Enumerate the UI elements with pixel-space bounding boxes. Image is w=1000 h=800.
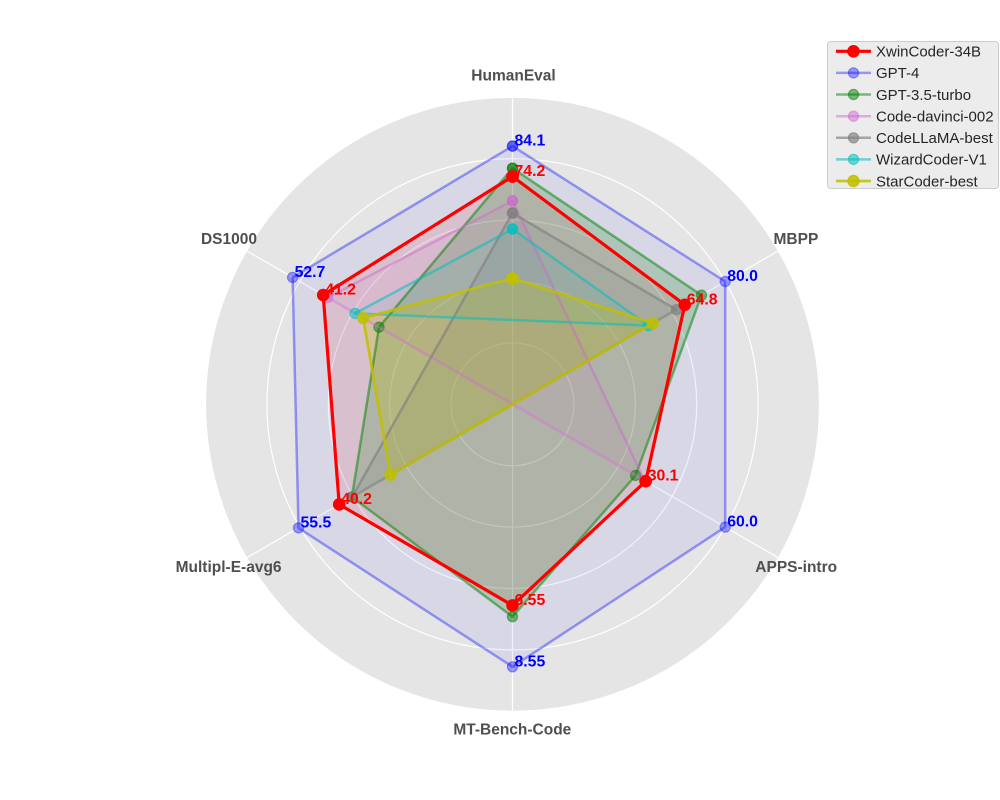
svg-text:8.55: 8.55: [515, 653, 546, 670]
svg-text:80.0: 80.0: [727, 268, 758, 285]
svg-text:HumanEval: HumanEval: [471, 68, 555, 85]
svg-text:52.7: 52.7: [295, 264, 326, 281]
svg-text:40.2: 40.2: [341, 491, 372, 508]
svg-text:74.2: 74.2: [515, 163, 546, 180]
svg-text:GPT-4: GPT-4: [876, 65, 919, 82]
svg-text:64.8: 64.8: [687, 291, 718, 308]
svg-text:StarCoder-best: StarCoder-best: [876, 173, 979, 190]
svg-text:GPT-3.5-turbo: GPT-3.5-turbo: [876, 87, 971, 104]
svg-text:84.1: 84.1: [515, 133, 546, 150]
svg-text:30.1: 30.1: [648, 468, 679, 485]
svg-text:55.5: 55.5: [301, 514, 332, 531]
svg-text:Code-davinci-002: Code-davinci-002: [876, 109, 994, 126]
svg-text:41.2: 41.2: [325, 282, 356, 299]
svg-text:DS1000: DS1000: [201, 231, 257, 248]
svg-text:XwinCoder-34B: XwinCoder-34B: [876, 44, 981, 61]
svg-text:MT-Bench-Code: MT-Bench-Code: [453, 722, 571, 739]
svg-text:APPS-intro: APPS-intro: [755, 559, 837, 576]
svg-text:Multipl-E-avg6: Multipl-E-avg6: [176, 559, 282, 576]
svg-text:CodeLLaMA-best: CodeLLaMA-best: [876, 130, 994, 147]
svg-text:60.0: 60.0: [727, 514, 758, 531]
svg-text:6.55: 6.55: [515, 592, 546, 609]
svg-text:WizardCoder-V1: WizardCoder-V1: [876, 152, 987, 169]
svg-text:MBPP: MBPP: [774, 231, 819, 248]
